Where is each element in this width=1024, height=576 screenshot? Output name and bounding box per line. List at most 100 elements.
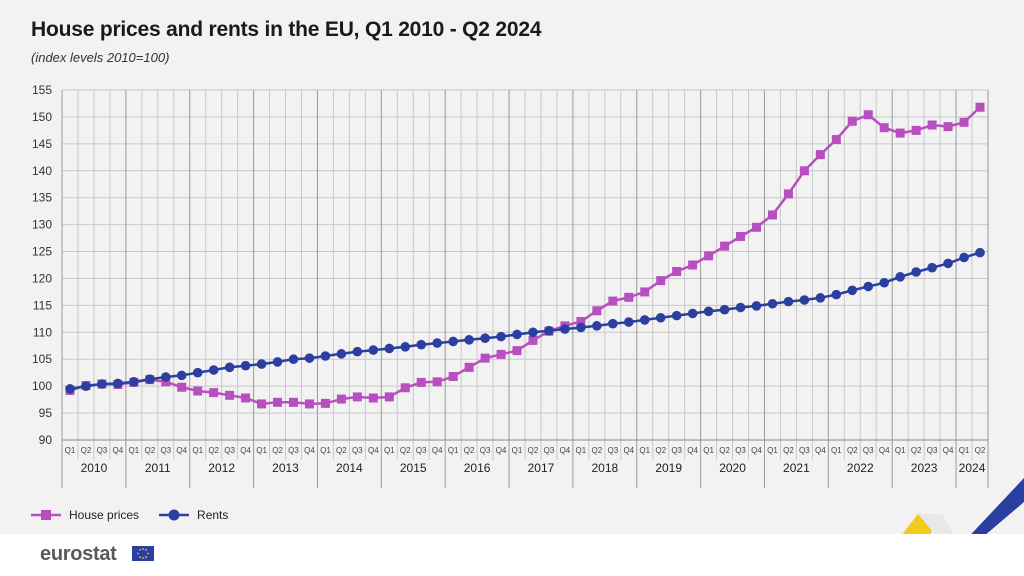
- footer-bar: eurostat: [0, 534, 1024, 576]
- year-tick-label: 2023: [911, 461, 938, 475]
- house-prices-point: [273, 397, 283, 407]
- legend-item-rents: Rents: [159, 508, 228, 522]
- house-prices-point: [704, 251, 714, 261]
- quarter-tick-label: Q3: [799, 446, 810, 455]
- year-tick-label: 2019: [655, 461, 682, 475]
- quarter-tick-label: Q1: [448, 446, 459, 455]
- quarter-tick-label: Q1: [639, 446, 650, 455]
- quarter-tick-label: Q1: [192, 446, 203, 455]
- house-prices-point: [895, 128, 905, 138]
- rents-point: [368, 345, 379, 355]
- legend-label-house-prices: House prices: [69, 508, 140, 522]
- quarter-tick-label: Q1: [129, 446, 140, 455]
- rents-point: [512, 329, 522, 340]
- house-prices-point: [879, 123, 889, 133]
- quarter-tick-label: Q4: [943, 446, 954, 455]
- y-tick-label: 100: [32, 379, 52, 393]
- rents-legend-marker: [159, 509, 190, 521]
- year-tick-label: 2021: [783, 461, 810, 475]
- house-prices-point: [193, 386, 203, 396]
- rents-point: [480, 333, 490, 344]
- quarter-tick-label: Q2: [592, 446, 603, 455]
- house-prices-point: [736, 231, 746, 241]
- rents-point: [831, 289, 842, 300]
- rents-point: [639, 315, 650, 325]
- rents-point: [256, 359, 267, 369]
- quarter-tick-label: Q3: [671, 446, 682, 455]
- year-tick-label: 2020: [719, 461, 746, 475]
- quarter-tick-label: Q1: [384, 446, 395, 455]
- quarter-tick-label: Q3: [607, 446, 618, 455]
- house-prices-point: [576, 317, 586, 327]
- rents-point: [847, 285, 858, 296]
- rents-point: [655, 312, 666, 323]
- house-prices-point: [209, 388, 219, 398]
- house-prices-point: [688, 260, 698, 270]
- quarter-tick-label: Q4: [240, 446, 251, 455]
- rents-point: [65, 384, 75, 394]
- year-tick-label: 2014: [336, 461, 363, 475]
- rents-point: [943, 258, 953, 269]
- rents-point: [272, 357, 283, 367]
- quarter-tick-label: Q4: [496, 446, 507, 455]
- y-tick-label: 155: [32, 83, 52, 97]
- rents-point: [113, 378, 123, 389]
- house-prices-point: [831, 135, 841, 145]
- quarter-tick-label: Q2: [847, 446, 858, 455]
- rents-point: [528, 327, 538, 338]
- quarter-tick-label: Q3: [352, 446, 363, 455]
- rents-point: [336, 349, 347, 359]
- quarter-tick-label: Q1: [512, 446, 523, 455]
- quarter-tick-label: Q3: [735, 446, 746, 455]
- quarter-tick-label: Q3: [927, 446, 938, 455]
- house-prices-point: [464, 362, 474, 372]
- rents-point: [208, 365, 219, 375]
- house-prices-point: [656, 276, 666, 286]
- rents-point: [288, 354, 299, 365]
- eurostat-logo-text: eurostat: [40, 543, 117, 565]
- rents-point: [97, 379, 107, 389]
- rents-point: [448, 336, 458, 347]
- house-prices-point: [257, 399, 267, 409]
- y-tick-label: 125: [32, 245, 52, 259]
- chart-title: House prices and rents in the EU, Q1 201…: [31, 18, 542, 41]
- year-tick-label: 2010: [81, 461, 108, 475]
- year-tick-label: 2011: [145, 461, 171, 475]
- quarter-tick-label: Q3: [97, 446, 108, 455]
- house-prices-point: [975, 102, 985, 112]
- house-prices-point: [608, 296, 618, 306]
- house-prices-point: [512, 346, 522, 356]
- quarter-tick-label: Q1: [831, 446, 842, 455]
- quarter-tick-label: Q4: [113, 446, 124, 455]
- house-prices-point: [480, 353, 490, 363]
- house-prices-point: [624, 292, 634, 302]
- house-prices-point: [640, 287, 650, 297]
- rents-point: [496, 331, 506, 342]
- rents-point: [464, 335, 474, 345]
- house-prices-point: [161, 377, 171, 387]
- rents-point: [608, 318, 618, 329]
- rents-point: [863, 281, 874, 292]
- y-tick-label: 90: [39, 433, 53, 447]
- rents-point: [911, 267, 921, 277]
- house-prices-point: [799, 166, 809, 176]
- house-prices-point: [400, 383, 410, 393]
- quarter-tick-label: Q2: [144, 446, 155, 455]
- rents-point: [400, 342, 411, 352]
- rents-point: [576, 322, 586, 333]
- rents-point: [129, 377, 139, 387]
- rents-point: [815, 293, 826, 303]
- quarter-tick-label: Q3: [160, 446, 171, 455]
- year-tick-label: 2013: [272, 461, 299, 475]
- quarter-tick-label: Q1: [959, 446, 970, 455]
- quarter-tick-label: Q3: [863, 446, 874, 455]
- quarter-tick-label: Q1: [65, 446, 76, 455]
- house-prices-point: [863, 110, 873, 120]
- house-prices-point: [352, 392, 362, 402]
- y-tick-label: 150: [32, 110, 52, 124]
- rents-point: [687, 308, 698, 319]
- rents-point: [384, 343, 395, 354]
- quarter-tick-label: Q3: [416, 446, 427, 455]
- house-prices-point: [416, 377, 426, 387]
- quarter-tick-label: Q4: [304, 446, 315, 455]
